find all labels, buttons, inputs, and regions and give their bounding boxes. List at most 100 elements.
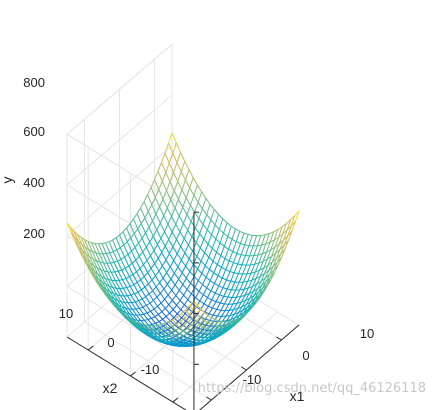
mesh-line xyxy=(166,266,171,273)
mesh-line xyxy=(194,323,200,329)
mesh-line xyxy=(179,324,185,329)
mesh-line xyxy=(132,314,138,321)
mesh-line xyxy=(176,316,181,322)
mesh-line xyxy=(213,314,218,317)
mesh-line xyxy=(167,216,172,225)
mesh-line xyxy=(140,279,146,288)
mesh-line xyxy=(206,325,211,331)
mesh-line xyxy=(168,239,174,248)
mesh-line xyxy=(164,245,170,254)
mesh-line xyxy=(124,268,130,277)
mesh-line xyxy=(205,329,211,334)
mesh-line xyxy=(177,171,182,182)
mesh-line xyxy=(108,279,114,288)
mesh-line xyxy=(184,313,190,318)
mesh-line xyxy=(147,204,153,212)
mesh-line xyxy=(234,312,239,319)
mesh-line xyxy=(203,329,208,335)
x1-tick-label-10: 10 xyxy=(360,326,374,341)
mesh-line xyxy=(223,232,229,237)
mesh-line xyxy=(148,290,154,295)
mesh-line xyxy=(121,267,126,271)
mesh-line xyxy=(175,327,181,331)
mesh-line xyxy=(260,273,265,282)
mesh-line xyxy=(160,331,165,334)
axes-lines xyxy=(66,211,300,410)
mesh-line xyxy=(178,198,184,208)
mesh-line xyxy=(182,333,188,337)
mesh-line xyxy=(175,142,181,153)
mesh-line xyxy=(202,331,206,334)
mesh-line xyxy=(220,303,225,311)
mesh-line xyxy=(239,230,245,234)
mesh-line xyxy=(257,244,263,256)
mesh-line xyxy=(223,296,229,305)
mesh-line xyxy=(230,225,236,230)
mesh-line xyxy=(112,237,117,241)
mesh-line xyxy=(145,241,151,248)
mesh-line xyxy=(252,235,258,247)
mesh-line xyxy=(194,333,199,336)
mesh-line xyxy=(245,293,250,301)
mesh-line xyxy=(199,312,205,318)
mesh-line xyxy=(249,305,254,311)
mesh-line xyxy=(197,304,202,310)
mesh-line xyxy=(158,270,164,279)
mesh-line xyxy=(124,253,129,258)
mesh-line xyxy=(93,265,99,275)
mesh-line xyxy=(79,251,85,260)
mesh-line xyxy=(128,262,133,267)
mesh-line xyxy=(98,243,104,254)
mesh-line xyxy=(192,250,198,257)
mesh-line xyxy=(169,312,175,319)
mesh-line xyxy=(199,300,205,305)
mesh-line xyxy=(270,272,275,280)
mesh-line xyxy=(169,338,175,341)
mesh-line xyxy=(161,245,166,253)
mesh-line xyxy=(206,323,212,329)
x1-tick-label-neg10: -10 xyxy=(243,372,262,387)
mesh-line xyxy=(225,271,231,281)
mesh-line xyxy=(237,254,242,265)
mesh-line xyxy=(211,317,216,320)
mesh-line xyxy=(106,263,112,273)
mesh-line xyxy=(112,251,118,262)
mesh-line xyxy=(84,247,90,257)
mesh-line xyxy=(194,327,199,333)
mesh-line xyxy=(186,214,192,222)
mesh-line xyxy=(135,307,140,310)
mesh-line xyxy=(136,314,142,321)
mesh-line xyxy=(198,208,203,219)
mesh-line xyxy=(124,265,130,269)
mesh-line xyxy=(223,245,229,250)
mesh-line xyxy=(185,309,190,315)
mesh-line xyxy=(146,302,151,306)
mesh-line xyxy=(99,261,105,272)
mesh-line xyxy=(122,288,128,296)
mesh-line xyxy=(128,308,134,316)
mesh-line xyxy=(131,263,137,272)
mesh-line xyxy=(171,207,176,217)
mesh-line xyxy=(254,262,259,265)
mesh-line xyxy=(133,228,139,234)
mesh-line xyxy=(116,249,122,260)
mesh-line xyxy=(213,325,219,331)
mesh-line xyxy=(175,323,181,329)
mesh-line xyxy=(196,255,202,262)
mesh-line xyxy=(110,271,116,281)
mesh-line xyxy=(104,293,110,300)
mesh-line xyxy=(164,304,170,309)
mesh-line xyxy=(247,280,253,289)
mesh-line xyxy=(231,228,236,240)
mesh-line xyxy=(103,270,109,280)
mesh-line xyxy=(106,252,110,255)
mesh-line xyxy=(154,171,159,180)
mesh-line xyxy=(147,272,153,281)
mesh-line xyxy=(177,181,183,191)
mesh-line xyxy=(119,231,124,236)
mesh-line xyxy=(266,242,271,253)
mesh-line xyxy=(217,267,222,276)
mesh-line xyxy=(197,202,203,209)
mesh-line xyxy=(171,295,177,301)
